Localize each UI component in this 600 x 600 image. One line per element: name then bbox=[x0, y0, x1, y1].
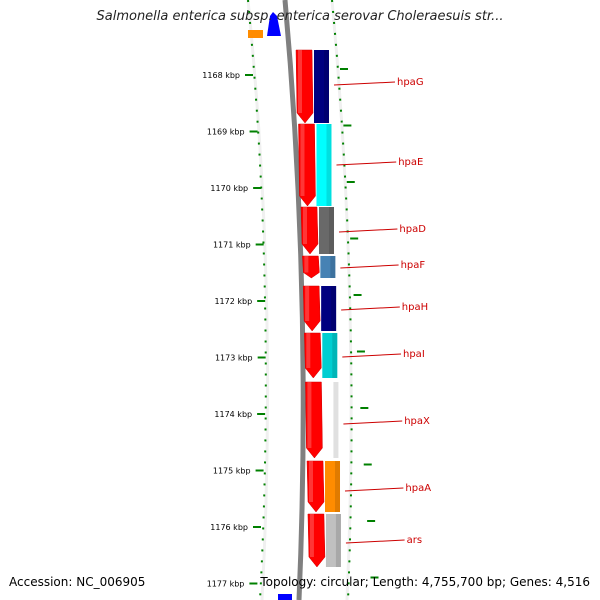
cds-arrow-highlight bbox=[309, 514, 314, 557]
partial-arrow-top bbox=[267, 12, 281, 36]
gene-leader-line bbox=[340, 264, 399, 269]
ruler: 1168 kbp 1169 kbp 1170 kbp 1171 kbp 1172 kbp… bbox=[202, 0, 379, 600]
topology-summary: Topology: circular; Length: 4,755,700 bp… bbox=[260, 575, 590, 589]
gene-label: hpaH bbox=[402, 302, 428, 313]
cog-block bbox=[325, 514, 341, 567]
ruler-tick-label: 1169 kbp bbox=[207, 128, 245, 137]
cog-block-shade bbox=[329, 207, 335, 254]
gene-label: hpaI bbox=[403, 349, 425, 360]
gene-leader-line bbox=[338, 228, 398, 233]
cog-block bbox=[325, 461, 341, 512]
ruler-tick-label: 1174 kbp bbox=[214, 410, 252, 419]
gene-leader-line bbox=[344, 487, 404, 492]
gene-labels: hpaG hpaE hpaD hpaF hpaH hpaI hpaX hpaA ars bbox=[333, 77, 431, 546]
gene-leader-line bbox=[336, 161, 397, 166]
cog-block bbox=[321, 286, 337, 331]
cog-block bbox=[322, 333, 338, 378]
cds-arrow-highlight bbox=[306, 333, 311, 368]
gene-leader-line bbox=[341, 306, 400, 311]
cog-block-shade bbox=[326, 124, 332, 206]
gene-leader-line bbox=[333, 81, 396, 86]
cog-track bbox=[248, 30, 341, 567]
cds-track bbox=[267, 12, 326, 600]
ruler-tick-label: 1172 kbp bbox=[214, 297, 252, 306]
cog-block bbox=[314, 50, 329, 123]
ruler-tick-label: 1173 kbp bbox=[215, 354, 253, 363]
cds-arrow-highlight bbox=[305, 286, 310, 321]
gene-label: hpaA bbox=[405, 483, 431, 494]
gene-label: hpaX bbox=[404, 416, 430, 427]
cog-block-shade bbox=[332, 333, 338, 378]
gene-label: hpaD bbox=[399, 224, 426, 235]
partial-gene-top bbox=[248, 30, 263, 38]
gene-leader-line bbox=[345, 539, 405, 544]
ruler-tick-label: 1170 kbp bbox=[210, 184, 248, 193]
cds-arrow-highlight bbox=[298, 50, 302, 113]
cog-block bbox=[323, 382, 339, 458]
cog-block-shade bbox=[331, 286, 337, 331]
cog-block-shade bbox=[333, 382, 339, 458]
ruler-tick-label: 1171 kbp bbox=[213, 241, 251, 250]
cds-arrow-highlight bbox=[309, 461, 314, 502]
gene-label: ars bbox=[407, 535, 422, 546]
cds-arrow-highlight bbox=[307, 382, 312, 448]
gene-leader-line bbox=[342, 353, 402, 358]
cog-block-shade bbox=[324, 50, 329, 123]
cog-block-shade bbox=[335, 514, 341, 567]
cog-block bbox=[316, 124, 332, 206]
partial-gene-bottom bbox=[278, 594, 292, 600]
cog-block-shade bbox=[330, 256, 336, 278]
cog-block bbox=[319, 207, 335, 254]
ruler-tick-label: 1168 kbp bbox=[202, 71, 240, 80]
gene-label: hpaG bbox=[397, 77, 424, 88]
cog-block-shade bbox=[335, 461, 341, 512]
ruler-tick-label: 1177 kbp bbox=[207, 580, 245, 589]
gene-leader-line bbox=[343, 420, 403, 425]
ruler-tick-label: 1175 kbp bbox=[213, 467, 251, 476]
gene-label: hpaE bbox=[398, 157, 423, 168]
organism-title: Salmonella enterica subsp. enterica sero… bbox=[96, 9, 504, 24]
genome-backbone bbox=[282, 0, 306, 600]
cog-block bbox=[320, 256, 336, 278]
cds-arrow-highlight bbox=[300, 124, 305, 196]
backbone bbox=[282, 0, 306, 600]
accession-label: Accession: NC_006905 bbox=[9, 575, 146, 589]
gene-label: hpaF bbox=[401, 260, 426, 271]
ruler-tick-label: 1176 kbp bbox=[210, 523, 248, 532]
cds-arrow-highlight bbox=[303, 207, 308, 244]
cds-arrow-highlight bbox=[304, 256, 309, 273]
